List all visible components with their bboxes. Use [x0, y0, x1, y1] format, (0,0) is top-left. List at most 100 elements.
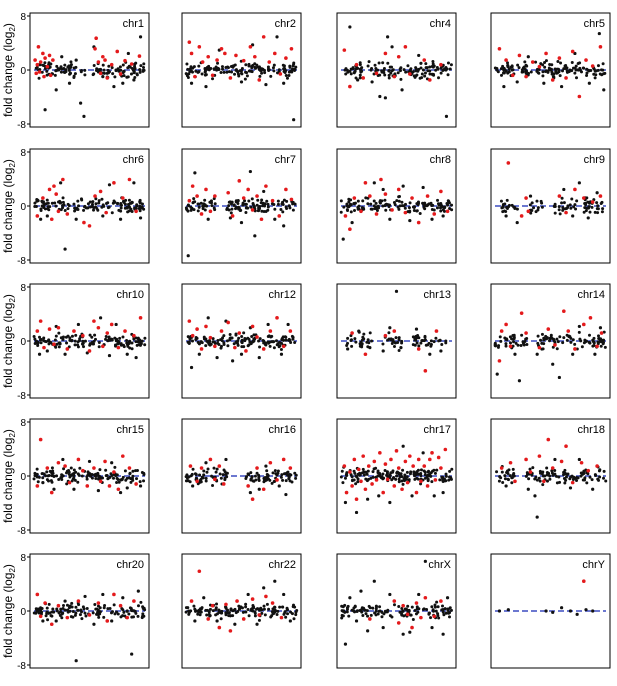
- data-point-black: [215, 602, 219, 606]
- data-point-red: [47, 327, 52, 331]
- data-point-black: [600, 210, 604, 214]
- data-point-black: [423, 71, 427, 75]
- data-point-black: [359, 340, 363, 344]
- data-point-black: [344, 67, 348, 71]
- data-point-black: [109, 472, 113, 476]
- data-point-black: [272, 69, 276, 73]
- y-tick-label: 0: [20, 202, 26, 213]
- data-point-red: [390, 208, 394, 212]
- data-point-red: [187, 319, 192, 323]
- data-point-black: [40, 204, 44, 208]
- data-point-black: [267, 607, 271, 611]
- data-point-red: [439, 599, 443, 603]
- data-point-black: [505, 198, 509, 202]
- data-point-black: [62, 467, 66, 471]
- data-point-black: [200, 341, 204, 345]
- data-point-red: [221, 482, 226, 486]
- data-point-black: [381, 472, 385, 476]
- data-point-black: [61, 196, 65, 200]
- data-point-red: [228, 629, 233, 633]
- data-point-black: [503, 202, 507, 206]
- data-point-black: [268, 344, 272, 348]
- data-point-black: [73, 343, 77, 347]
- data-point-black: [225, 471, 229, 475]
- data-point-black: [140, 202, 144, 206]
- data-point-red: [34, 71, 39, 76]
- data-point-red: [98, 479, 103, 484]
- data-point-red: [389, 457, 393, 462]
- data-point-black: [378, 94, 382, 99]
- data-point-red: [497, 359, 502, 363]
- data-point-black: [557, 69, 561, 73]
- data-point-red: [105, 76, 110, 80]
- data-point-black: [372, 204, 376, 208]
- data-point-red: [36, 45, 41, 49]
- data-point-black: [276, 71, 280, 75]
- data-point-black: [35, 339, 39, 343]
- data-point-black: [416, 468, 420, 472]
- panel-title: chr4: [430, 18, 451, 30]
- data-point-red: [422, 58, 427, 62]
- data-point-black: [284, 492, 288, 497]
- data-point-black: [76, 322, 80, 327]
- data-point-black: [374, 201, 378, 205]
- data-point-black: [495, 372, 499, 376]
- data-point-red: [562, 309, 566, 313]
- data-point-red: [52, 184, 56, 188]
- panel-chrY: chrY: [490, 553, 611, 669]
- data-point-red: [199, 212, 204, 216]
- data-point-black: [36, 480, 40, 484]
- data-point-black: [139, 600, 143, 604]
- data-point-red: [81, 468, 85, 473]
- data-point-red: [383, 51, 388, 56]
- data-point-black: [543, 65, 547, 69]
- panel-chr6: chr6: [27, 148, 150, 264]
- data-point-black: [47, 602, 51, 606]
- data-point-black: [141, 68, 145, 72]
- data-point-black: [45, 198, 49, 202]
- data-point-black: [231, 614, 235, 618]
- data-point-black: [262, 586, 266, 590]
- panel-title: chr10: [116, 289, 144, 301]
- data-point-black: [353, 208, 357, 212]
- data-point-black: [564, 64, 568, 68]
- data-point-red: [219, 329, 224, 333]
- data-point-black: [517, 66, 521, 70]
- data-point-black: [388, 217, 392, 221]
- data-point-black: [41, 476, 45, 480]
- data-point-black: [556, 59, 560, 63]
- data-point-black: [362, 332, 366, 336]
- data-point-black: [196, 612, 200, 616]
- data-point-black: [193, 619, 197, 623]
- data-point-black: [295, 609, 299, 613]
- data-point-red: [573, 187, 577, 192]
- data-point-black: [419, 61, 423, 65]
- data-point-red: [356, 467, 361, 472]
- data-point-black: [89, 474, 93, 478]
- data-point-black: [281, 210, 285, 214]
- data-point-black: [405, 475, 409, 479]
- data-point-black: [435, 468, 439, 472]
- data-point-red: [348, 227, 352, 231]
- data-point-black: [63, 70, 67, 74]
- data-point-black: [512, 472, 516, 476]
- data-point-black: [252, 479, 256, 483]
- data-point-black: [262, 607, 266, 611]
- data-point-black: [506, 65, 510, 69]
- data-point-red: [557, 56, 562, 60]
- panel-title: chrX: [428, 559, 451, 571]
- data-point-black: [35, 65, 39, 69]
- data-point-black: [82, 345, 86, 349]
- data-point-black: [51, 607, 55, 611]
- data-point-red: [96, 325, 101, 330]
- data-point-black: [416, 610, 420, 614]
- data-point-black: [185, 62, 189, 66]
- data-point-black: [243, 199, 247, 203]
- data-point-black: [519, 343, 523, 347]
- data-point-red: [61, 177, 65, 182]
- data-point-red: [206, 54, 210, 59]
- data-point-black: [291, 67, 295, 71]
- data-point-black: [415, 209, 419, 213]
- data-point-black: [292, 617, 296, 621]
- panel-chr1: chr1: [27, 12, 150, 128]
